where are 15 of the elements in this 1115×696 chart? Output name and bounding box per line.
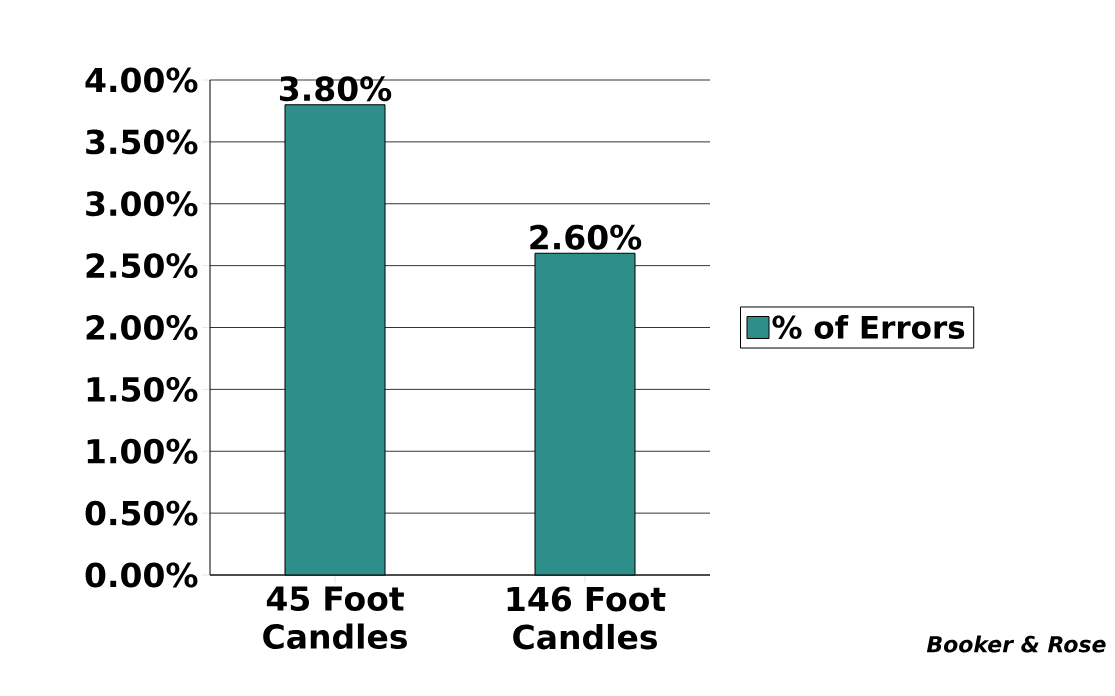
y-tick-label: 2.00% [86,315,198,340]
x-tick-label: 45 Foot Candles [263,586,407,650]
y-tick-label: 3.50% [86,129,198,155]
text: Booker & Rose [926,635,1106,653]
text: 3.80% [279,76,392,102]
y-tick-label: 0.00% [85,562,198,588]
text: 2.60% [530,224,642,250]
x-tick-label: 146 Foot Candles [507,586,666,650]
y-tick-label: 1.00% [87,438,198,464]
y-tick-label: 4.00% [85,67,198,93]
legend-label: % of Errors [772,314,965,339]
y-tick-label: 2.50% [86,253,198,279]
y-tick-label: 0.50% [85,500,198,526]
y-tick-label: 3.00% [86,191,198,217]
y-tick-label: 1.50% [87,376,198,402]
